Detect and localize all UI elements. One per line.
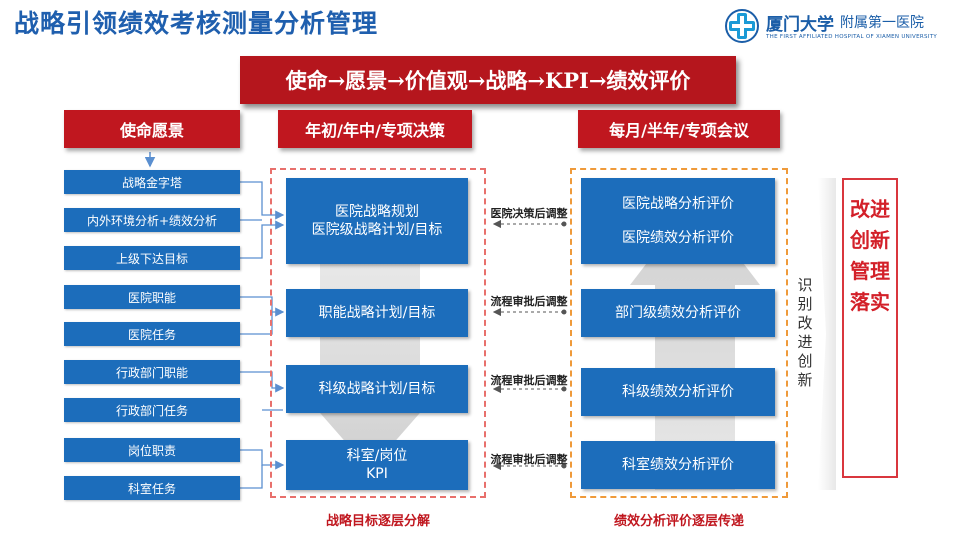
middle-box-hospital-strategy: 医院战略规划 医院级战略计划/目标 [286, 178, 468, 264]
up-arrow-bg [630, 200, 760, 490]
middle-box-kpi: 科室/岗位 KPI [286, 440, 468, 490]
left-item-hospital-task: 医院任务 [64, 322, 240, 346]
footer-right: 绩效分析评价逐层传递 [613, 514, 744, 529]
left-item-post-duty: 岗位职责 [64, 438, 240, 462]
left-item-environment-analysis: 内外环境分析+绩效分析 [64, 208, 240, 232]
left-item-admin-task: 行政部门任务 [64, 398, 240, 422]
left-item-superior-goals: 上级下达目标 [64, 246, 240, 270]
right-box-dept-evaluation: 科室绩效分析评价 [581, 441, 775, 489]
adjust-label-3: 流程审批后调整 [490, 374, 568, 387]
logo-text-main: 厦门大学 [766, 15, 834, 35]
logo-text-en: THE FIRST AFFILIATED HOSPITAL OF XIAMEN … [766, 34, 938, 40]
adjust-label-4: 流程审批后调整 [490, 453, 568, 466]
left-item-admin-function: 行政部门职能 [64, 360, 240, 384]
adjust-label-2: 流程审批后调整 [490, 295, 568, 308]
left-item-dept-task: 科室任务 [64, 476, 240, 500]
logo-text-sub: 附属第一医院 [840, 15, 924, 31]
side-label-improve: 识别改进创新 [797, 276, 813, 389]
left-item-strategy-pyramid: 战略金字塔 [64, 170, 240, 194]
banner: 使命→愿景→价值观→战略→KPI→绩效评价 [240, 56, 736, 104]
header-decision: 年初/年中/专项决策 [278, 110, 472, 148]
final-box-improve-implement: 改进创新 管理落实 [842, 178, 898, 478]
left-item-hospital-function: 医院职能 [64, 285, 240, 309]
middle-box-functional-strategy: 职能战略计划/目标 [286, 289, 468, 337]
footer-left: 战略目标逐层分解 [325, 514, 430, 529]
right-box-section-evaluation: 科级绩效分析评价 [581, 368, 775, 416]
middle-box-dept-strategy: 科级战略计划/目标 [286, 365, 468, 413]
hospital-logo-icon [725, 9, 759, 43]
adjust-label-1: 医院决策后调整 [490, 207, 568, 220]
right-box-hospital-evaluation: 医院战略分析评价 医院绩效分析评价 [581, 178, 775, 264]
header-meeting: 每月/半年/专项会议 [578, 110, 780, 148]
middle-dashed-container [270, 168, 486, 498]
page-title: 战略引领绩效考核测量分析管理 [14, 9, 379, 38]
final-chevron [818, 178, 836, 490]
header-mission: 使命愿景 [64, 110, 240, 148]
right-dashed-container [570, 168, 788, 498]
right-box-department-evaluation: 部门级绩效分析评价 [581, 289, 775, 337]
